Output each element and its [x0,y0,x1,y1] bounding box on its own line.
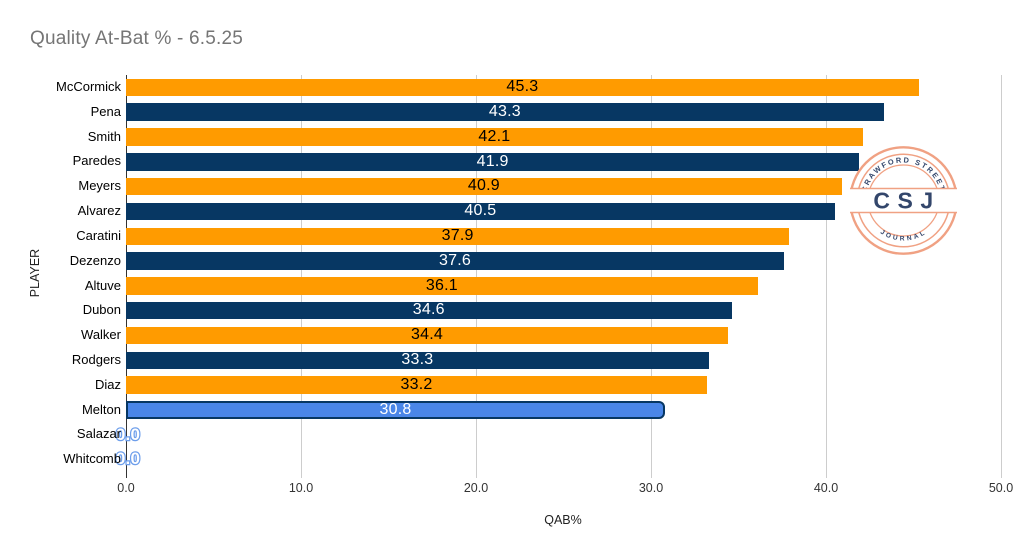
bar-smith [126,128,863,146]
bar-rodgers [126,351,709,370]
category-label-melton: Melton [81,401,121,417]
x-tick-label: 20.0 [463,481,489,495]
gridline [301,75,302,472]
x-axis-tick [651,472,652,478]
bar-value-label: 0.0 [115,424,142,444]
category-label-dubon: Dubon [82,302,121,318]
bar-caratini [126,227,790,246]
bar-mccormick [126,78,919,97]
x-tick-label: 30.0 [638,481,664,495]
category-label-alvarez: Alvarez [77,203,121,219]
bar-value-label: 30.8 [379,400,412,418]
bar-value-label: 37.9 [441,227,474,245]
category-label-caratini: Caratini [76,227,121,243]
y-axis-line [126,75,127,478]
bar-alvarez [126,202,835,221]
x-tick-label: 50.0 [988,481,1014,495]
logo-monogram: CSJ [873,188,940,214]
gridline [826,75,827,472]
category-label-paredes: Paredes [72,153,121,169]
bar-value-label: 33.3 [401,351,434,369]
x-axis-title: QAB% [544,513,582,527]
category-label-altuve: Altuve [84,277,121,293]
category-label-smith: Smith [87,128,121,144]
gridline [1001,75,1002,472]
x-axis-tick [1001,472,1002,478]
x-axis-tick [826,472,827,478]
gridline [651,75,652,472]
bar-pena [126,103,884,121]
plot-area: 45.3 43.3 42.1 41.9 40.9 40.5 37.9 37.6 36.1 34.6… [115,75,1002,478]
category-label-walker: Walker [81,327,121,343]
chart-title: Quality At-Bat % - 6.5.25 [30,28,244,49]
x-tick-label: 0.0 [117,481,135,495]
logo-band [847,188,960,213]
bar-value-label: 40.9 [467,177,500,195]
category-label-salazar: Salazar [76,426,121,442]
bar-value-label: 33.2 [400,375,433,393]
bar-paredes [126,153,860,171]
category-label-dezenzo: Dezenzo [69,252,121,268]
bar-value-label: 40.5 [464,202,497,220]
bar-value-label: 34.4 [411,326,443,344]
x-tick-label: 10.0 [288,481,314,495]
csj-logo: CRAWFORD STREET ✦ ✦ CSJ JOURNAL [847,146,960,255]
bar-value-label: 37.6 [439,251,471,269]
gridline [476,75,477,472]
category-label-rodgers: Rodgers [71,351,121,367]
x-axis-tick [476,472,477,478]
x-tick-label: 40.0 [813,481,839,495]
category-label-whitcomb: Whitcomb [63,451,121,467]
bar-meyers [126,177,842,196]
bar-dubon [126,301,732,320]
x-axis-tick [301,472,302,478]
bar-value-label: 41.9 [476,152,509,170]
bar-value-label: 34.6 [412,301,445,319]
bar-value-label: 0.0 [115,449,142,469]
bar-diaz [126,376,707,394]
bar-value-label: 42.1 [478,127,511,145]
bar-value-label: 45.3 [506,78,539,96]
bar-value-label: 36.1 [425,276,458,294]
bar-melton [126,401,665,419]
bar-walker [126,326,728,345]
category-label-mccormick: McCormick [56,79,121,94]
bar-altuve [126,277,758,295]
category-label-pena: Pena [90,103,121,119]
category-label-diaz: Diaz [94,376,121,392]
bar-dezenzo [126,252,784,270]
bar-value-label: 43.3 [488,102,521,120]
category-label-meyers: Meyers [78,178,121,194]
